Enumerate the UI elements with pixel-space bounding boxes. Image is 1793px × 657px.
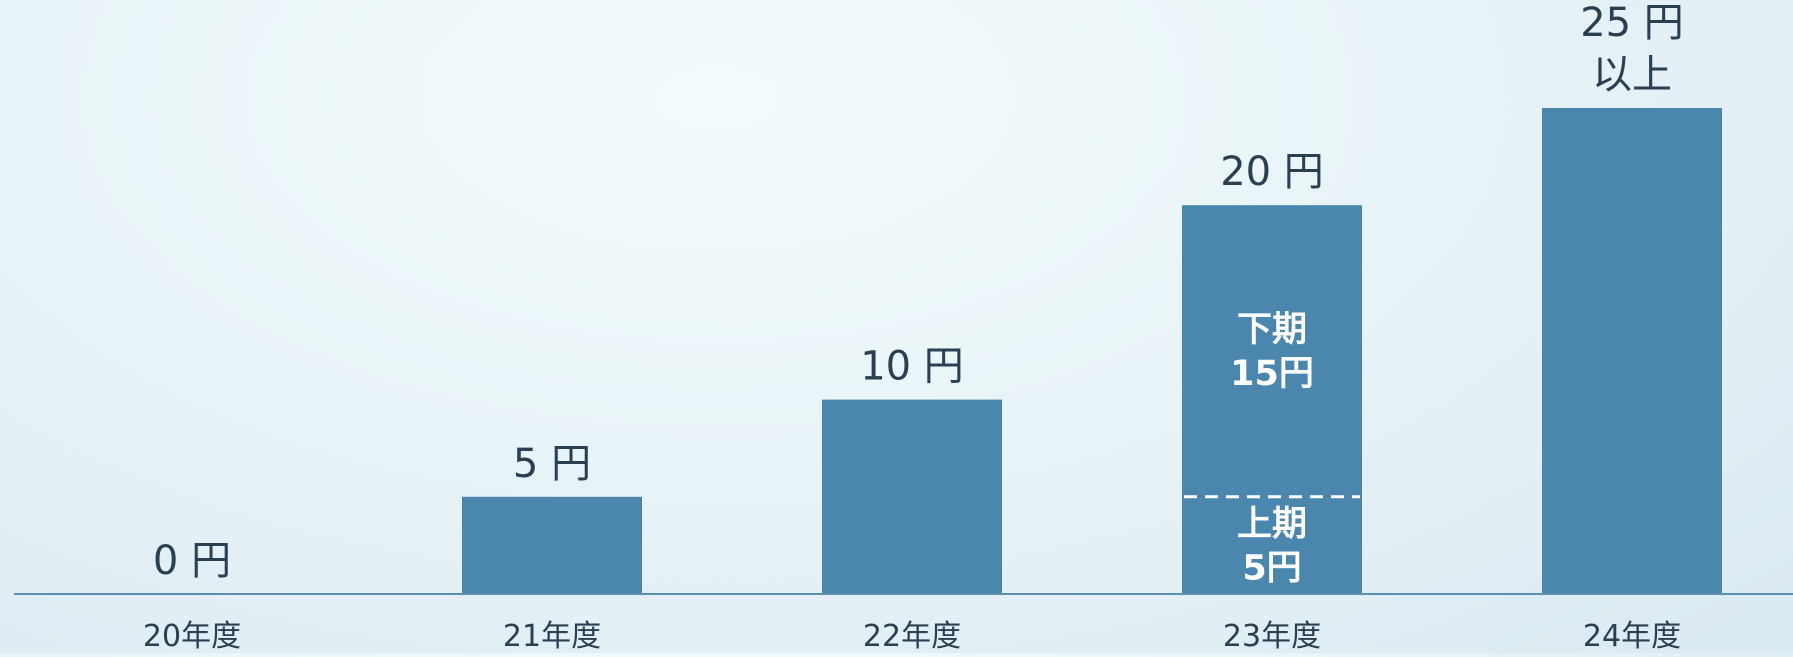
x-tick-label-4: 24年度	[1583, 619, 1681, 653]
segment-label-lower-0: 上期	[1237, 504, 1307, 544]
value-label-0-0: 0 円	[153, 538, 231, 584]
segment-label-lower-1: 5円	[1242, 548, 1301, 588]
segment-label-upper-1: 15円	[1230, 354, 1314, 394]
x-tick-label-1: 21年度	[503, 619, 601, 653]
bar-4	[1542, 108, 1722, 594]
segment-label-upper-0: 下期	[1237, 310, 1307, 350]
x-tick-label-0: 20年度	[143, 619, 241, 653]
value-label-4-0: 25 円	[1580, 0, 1684, 46]
x-tick-label-2: 22年度	[863, 619, 961, 653]
bar-2	[822, 399, 1002, 594]
value-label-4-1: 以上	[1592, 52, 1672, 98]
value-label-3-0: 20 円	[1220, 149, 1324, 195]
bar-1	[462, 496, 642, 594]
bar-3	[1182, 205, 1362, 594]
x-tick-label-3: 23年度	[1223, 619, 1321, 653]
value-label-2-0: 10 円	[860, 344, 964, 390]
value-label-1-0: 5 円	[513, 441, 591, 487]
